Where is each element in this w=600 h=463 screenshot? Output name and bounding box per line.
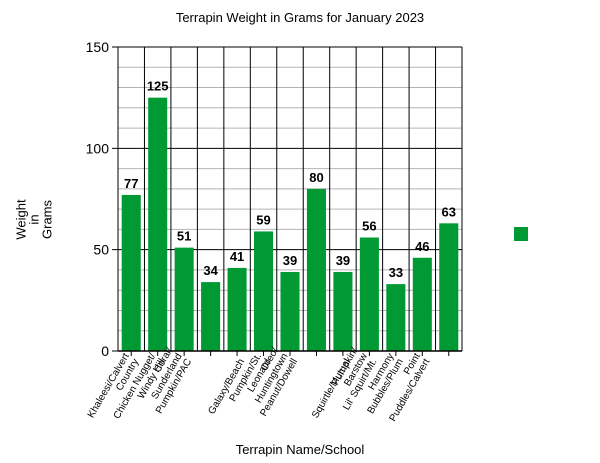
y-tick-label: 100 (86, 140, 110, 156)
bar (386, 284, 406, 351)
bar (227, 267, 247, 351)
y-tick-label: 150 (86, 39, 110, 55)
data-label: 46 (415, 239, 429, 254)
bar (174, 247, 194, 351)
data-label: 63 (442, 204, 456, 219)
data-label: 41 (230, 249, 244, 264)
y-axis-label: Weight in Grams (4, 199, 64, 239)
data-label: 125 (147, 79, 169, 94)
y-tick-label: 0 (101, 343, 109, 359)
bar (280, 271, 300, 351)
bar (359, 237, 379, 351)
data-label: 56 (362, 219, 376, 234)
bar (306, 188, 326, 351)
data-label: 59 (256, 212, 270, 227)
data-label: 80 (309, 170, 323, 185)
bar (121, 194, 141, 351)
bar (254, 231, 274, 351)
data-label: 77 (124, 176, 138, 191)
bar (148, 97, 168, 352)
chart-title: Terrapin Weight in Grams for January 202… (175, 10, 425, 25)
x-axis-label: Terrapin Name/School (235, 442, 365, 457)
bar (333, 271, 353, 351)
data-label: 33 (389, 265, 403, 280)
legend-swatch (514, 227, 528, 241)
y-axis-label-line: Grams (39, 200, 55, 239)
data-label: 34 (203, 263, 218, 278)
bar (201, 282, 221, 351)
data-label: 51 (177, 229, 191, 244)
bar (439, 223, 459, 351)
data-label: 39 (336, 253, 350, 268)
bar (412, 257, 432, 351)
data-label: 39 (283, 253, 297, 268)
y-tick-label: 50 (93, 242, 109, 258)
